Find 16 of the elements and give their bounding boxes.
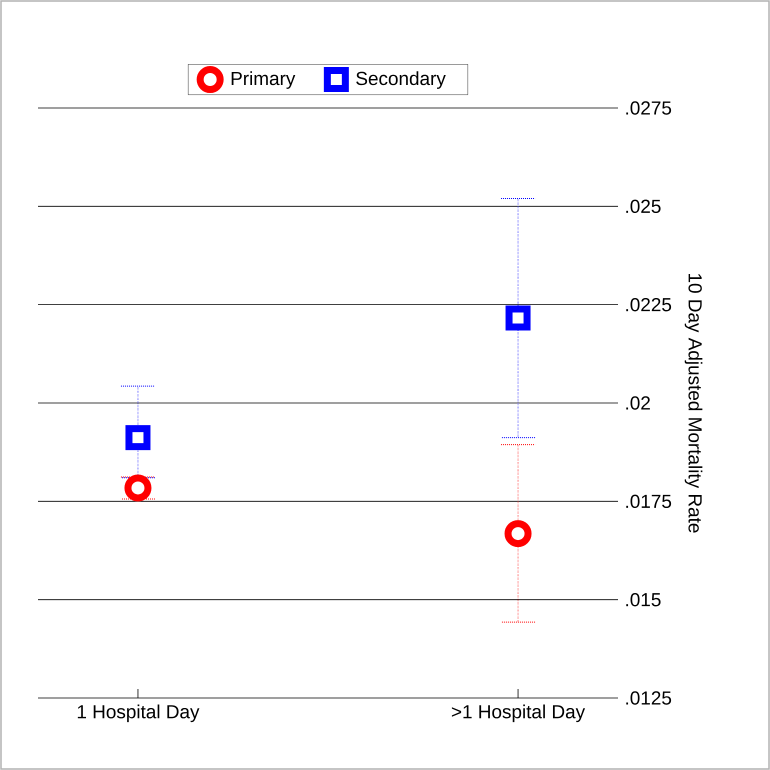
y-axis-title: 10 Day Adjusted Mortality Rate bbox=[684, 274, 702, 533]
legend-label: Primary bbox=[232, 71, 296, 89]
y-tick-label: .02 bbox=[626, 396, 650, 410]
y-tick-label: .015 bbox=[626, 592, 661, 606]
x-tick-label: 1 Hospital Day bbox=[78, 704, 200, 722]
y-tick-label: .0175 bbox=[626, 494, 672, 508]
y-tick-label: .025 bbox=[626, 200, 661, 214]
point bbox=[124, 474, 152, 502]
point bbox=[504, 520, 532, 548]
y-tick-label: .0225 bbox=[626, 298, 672, 312]
y-tick-label: .0125 bbox=[626, 691, 672, 705]
point bbox=[506, 306, 531, 331]
y-tick-label: .0275 bbox=[626, 101, 672, 115]
x-tick-label: >1 Hospital Day bbox=[452, 704, 586, 722]
point bbox=[125, 425, 150, 450]
legend-label: Secondary bbox=[356, 71, 446, 89]
